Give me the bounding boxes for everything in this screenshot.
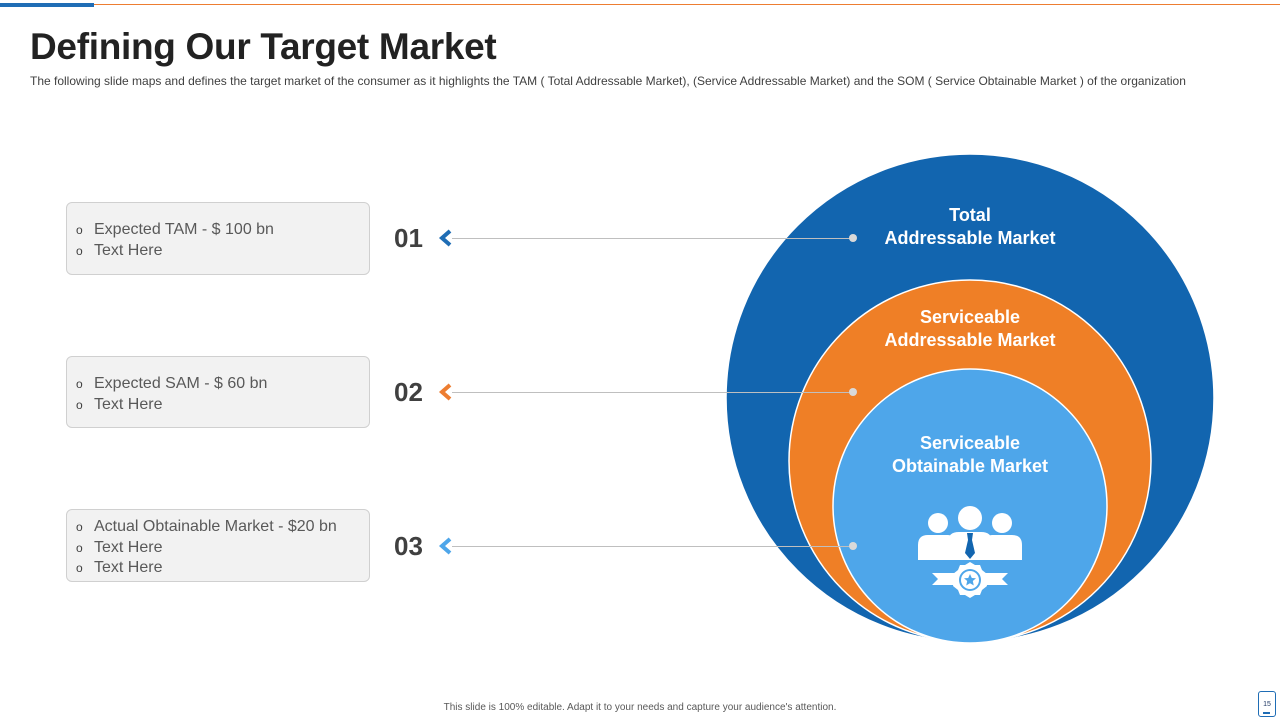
team-award-icon bbox=[918, 506, 1022, 598]
som-card-item: o Actual Obtainable Market - $20 bn bbox=[76, 517, 369, 538]
connector-line-02 bbox=[452, 392, 852, 393]
som-card-item: o Text Here bbox=[76, 538, 369, 559]
tam-card: o Expected TAM - $ 100 bn o Text Here bbox=[66, 202, 370, 275]
step-number-02: 02 bbox=[394, 377, 423, 407]
slide-subtitle: The following slide maps and defines the… bbox=[30, 74, 1186, 88]
sam-label: Serviceable Addressable Market bbox=[884, 307, 1056, 350]
sam-card: o Expected SAM - $ 60 bn o Text Here bbox=[66, 356, 370, 428]
page-number: 15 bbox=[1263, 701, 1271, 708]
slide-title: Defining Our Target Market bbox=[30, 26, 497, 67]
slide-footer: This slide is 100% editable. Adapt it to… bbox=[443, 702, 837, 713]
chevron-left-icon bbox=[438, 537, 452, 555]
bullet-icon: o bbox=[76, 520, 83, 534]
tam-label: Total Addressable Market bbox=[884, 205, 1056, 248]
step-number-03: 03 bbox=[394, 531, 423, 561]
bullet-icon: o bbox=[76, 561, 83, 575]
tam-card-item: o Expected TAM - $ 100 bn bbox=[76, 220, 369, 241]
bullet-icon: o bbox=[76, 243, 83, 258]
connector-dot-02 bbox=[849, 388, 857, 396]
bullet-icon: o bbox=[76, 223, 83, 237]
bullet-icon: o bbox=[76, 397, 83, 412]
bullet-icon: o bbox=[76, 540, 83, 555]
top-rule bbox=[0, 4, 1280, 5]
top-accent-bar bbox=[0, 3, 94, 7]
connector-line-01 bbox=[452, 238, 852, 239]
bullet-icon: o bbox=[76, 377, 83, 391]
som-card-item: o Text Here bbox=[76, 558, 369, 579]
som-label: Serviceable Obtainable Market bbox=[891, 433, 1049, 476]
step-number-01: 01 bbox=[394, 223, 423, 253]
som-card: o Actual Obtainable Market - $20 bn o Text… bbox=[66, 509, 370, 582]
connector-dot-01 bbox=[849, 234, 857, 242]
connector-dot-03 bbox=[849, 542, 857, 550]
chevron-left-icon bbox=[438, 229, 452, 247]
chevron-left-icon bbox=[438, 383, 452, 401]
sam-card-item: o Expected SAM - $ 60 bn bbox=[76, 374, 369, 395]
tam-card-item: o Text Here bbox=[76, 241, 369, 262]
page-number-badge: 15 bbox=[1258, 691, 1276, 717]
connector-line-03 bbox=[452, 546, 852, 547]
sam-card-item: o Text Here bbox=[76, 395, 369, 416]
